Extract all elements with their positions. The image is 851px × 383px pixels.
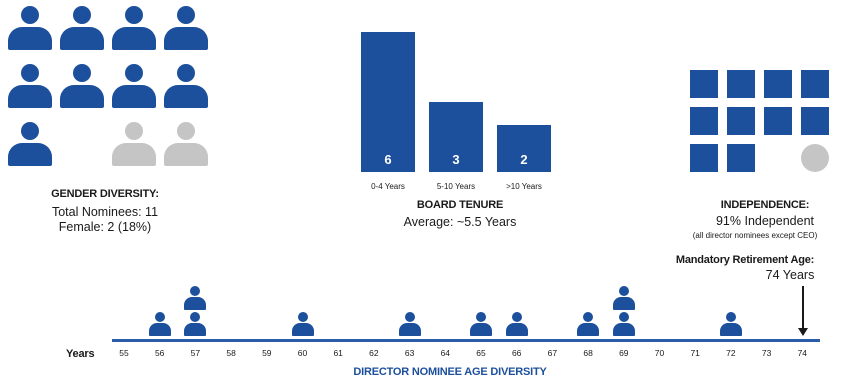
independence-note: (all director nominees except CEO) — [692, 231, 818, 240]
independent-director-square — [690, 144, 718, 172]
age-tick-label: 59 — [262, 348, 272, 358]
independent-director-square — [727, 144, 755, 172]
age-tick-label: 64 — [440, 348, 451, 358]
age-tick-label: 73 — [761, 348, 772, 358]
retirement-arrowhead-icon — [798, 328, 808, 336]
independent-director-square — [727, 70, 755, 98]
independent-director-square — [690, 70, 718, 98]
age-tick-label: 71 — [690, 348, 700, 358]
tenure-category-label: 5-10 Years — [436, 182, 476, 191]
tenure-bar — [429, 102, 483, 172]
board-tenure-average: Average: ~5.5 Years — [403, 215, 517, 229]
independent-director-square — [801, 70, 829, 98]
board-tenure-title: BOARD TENURE — [416, 199, 504, 211]
age-tick-label: 74 — [797, 348, 808, 358]
age-tick-label: 57 — [190, 348, 201, 358]
board-tenure-chart: 6 0-4 Years 3 5-10 Years 2 >10 Years — [355, 20, 565, 195]
tenure-category-label: 0-4 Years — [371, 182, 405, 191]
gender-female-count: Female: 2 (18%) — [58, 220, 152, 234]
age-tick-label: 68 — [583, 348, 593, 358]
independence-title: INDEPENDENCE: — [720, 199, 810, 211]
independent-director-square — [764, 107, 792, 135]
retirement-age-title: Mandatory Retirement Age: — [675, 254, 815, 266]
age-tick-label: 61 — [333, 348, 343, 358]
age-tick-label: 62 — [369, 348, 379, 358]
age-axis-line — [112, 339, 820, 342]
tenure-bar — [497, 125, 551, 172]
age-tick-label: 65 — [476, 348, 486, 358]
gender-icon-grid — [8, 6, 208, 176]
independent-director-square — [801, 107, 829, 135]
independent-director-square — [727, 107, 755, 135]
age-diversity-chart: 55 56 57 58 59 60 61 62 63 64 65 66 67 68 69 70 71 72 73 74 — [0, 270, 851, 383]
independent-director-square — [764, 70, 792, 98]
age-tick-label: 70 — [654, 348, 665, 358]
age-tick-label: 55 — [119, 348, 129, 358]
age-diversity-title: DIRECTOR NOMINEE AGE DIVERSITY — [353, 366, 547, 378]
age-tick-label: 72 — [726, 348, 736, 358]
age-tick-label: 63 — [404, 348, 415, 358]
tenure-category-label: >10 Years — [506, 182, 542, 191]
tenure-bar-value: 6 — [384, 152, 392, 167]
independence-percent: 91% Independent — [715, 214, 814, 228]
tenure-bar-value: 3 — [452, 152, 460, 167]
age-tick-label: 58 — [226, 348, 236, 358]
age-tick-label: 66 — [511, 348, 522, 358]
tenure-bar-value: 2 — [520, 152, 528, 167]
retirement-arrow-icon — [802, 286, 804, 330]
gender-diversity-title: GENDER DIVERSITY: — [51, 188, 159, 200]
independence-grid — [690, 70, 840, 180]
tenure-bar — [361, 32, 415, 172]
age-tick-label: 67 — [547, 348, 558, 358]
retirement-age-value: 74 Years — [765, 268, 815, 282]
non-independent-director-circle — [801, 144, 829, 172]
independent-director-square — [690, 107, 718, 135]
age-axis-xlabel: Years — [66, 348, 95, 360]
age-tick-label: 56 — [154, 348, 165, 358]
age-tick-label: 69 — [619, 348, 629, 358]
gender-total-nominees: Total Nominees: 11 — [51, 205, 159, 219]
age-tick-label: 60 — [297, 348, 308, 358]
